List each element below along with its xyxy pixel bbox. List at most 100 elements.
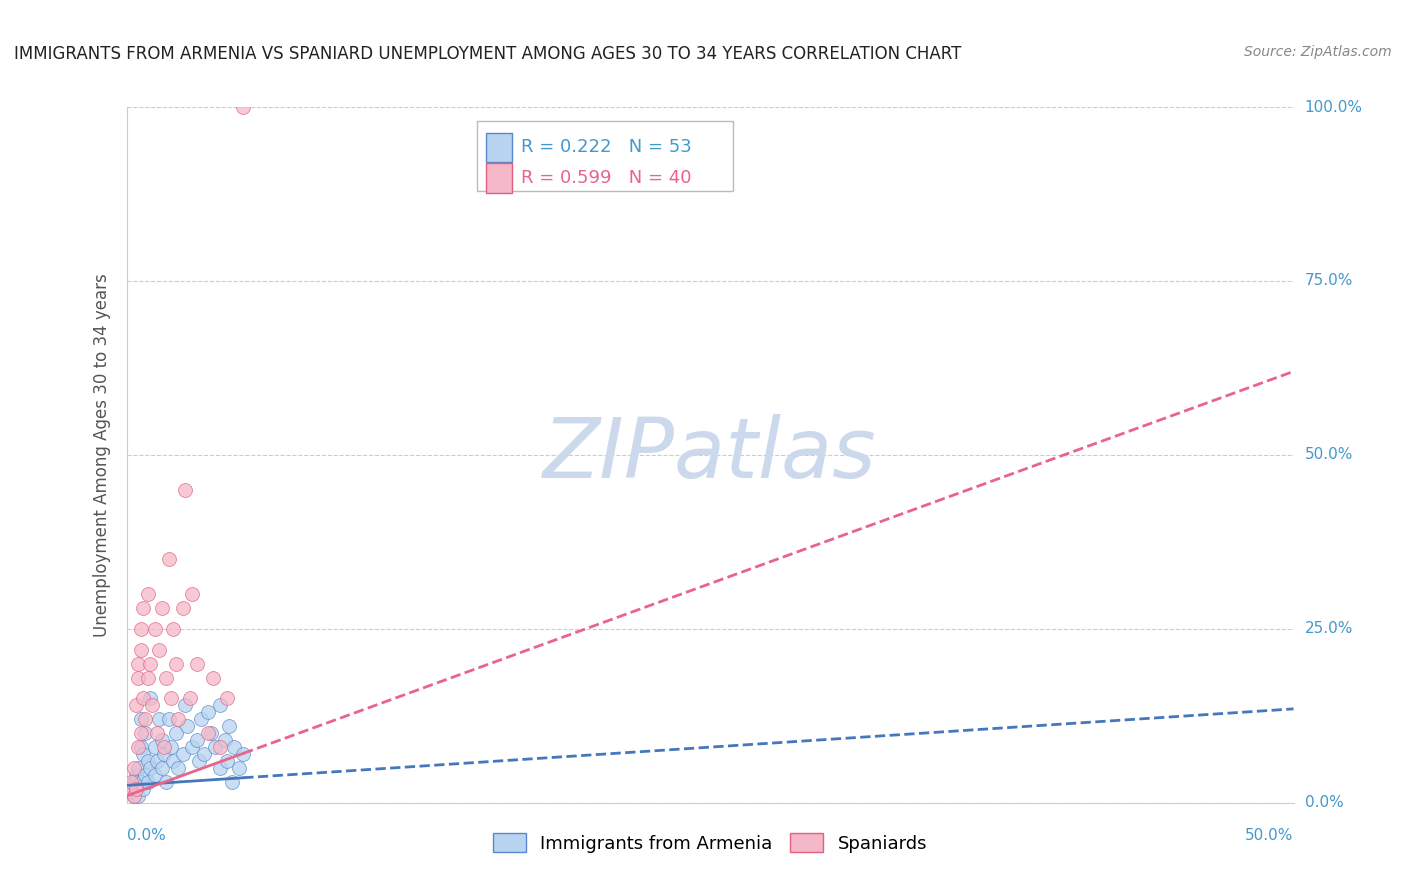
Point [136,671,159,685]
Point [125,698,148,713]
Point [118,781,141,796]
Text: 0.0%: 0.0% [1305,796,1343,810]
Point [190,712,212,726]
Point [197,726,219,740]
Point [232,747,254,761]
Point [134,768,156,782]
Point [165,657,187,671]
Point [153,740,176,755]
Point [129,622,152,636]
Point [150,733,173,747]
Text: 50.0%: 50.0% [1246,828,1294,843]
Legend: Immigrants from Armenia, Spaniards: Immigrants from Armenia, Spaniards [486,826,934,860]
Point [120,775,142,789]
Point [127,740,149,755]
Point [153,747,176,761]
Point [132,747,155,761]
Point [139,657,162,671]
Point [167,712,190,726]
FancyBboxPatch shape [477,121,734,191]
Point [148,712,170,726]
Point [136,587,159,601]
Point [122,789,145,803]
Point [172,747,194,761]
Text: ZIPatlas: ZIPatlas [543,415,877,495]
Point [193,747,215,761]
Point [165,726,187,740]
Point [134,726,156,740]
Text: R = 0.599   N = 40: R = 0.599 N = 40 [522,169,692,187]
Point [221,775,243,789]
Point [118,781,141,796]
Point [129,712,152,726]
Point [215,691,238,706]
Point [200,726,222,740]
Point [174,483,197,497]
Text: 100.0%: 100.0% [1305,100,1362,114]
Text: Source: ZipAtlas.com: Source: ZipAtlas.com [1244,45,1392,59]
Point [160,691,183,706]
Point [122,789,145,803]
Point [155,671,177,685]
Point [201,671,224,685]
Text: R = 0.222   N = 53: R = 0.222 N = 53 [522,138,692,156]
Bar [486,133,512,162]
Point [146,726,169,740]
Point [136,754,159,768]
Point [160,740,183,755]
Point [127,789,149,803]
Point [218,719,240,733]
Point [129,775,152,789]
Point [132,781,155,796]
Point [215,754,238,768]
Point [197,706,219,720]
Point [150,601,173,615]
Point [228,761,250,775]
Text: IMMIGRANTS FROM ARMENIA VS SPANIARD UNEMPLOYMENT AMONG AGES 30 TO 34 YEARS CORRE: IMMIGRANTS FROM ARMENIA VS SPANIARD UNEM… [14,45,962,62]
Point [214,733,236,747]
Text: 0.0%: 0.0% [127,828,166,843]
Point [180,587,202,601]
Point [157,552,180,566]
Point [180,740,202,755]
Point [122,761,145,775]
Bar [486,163,512,193]
Point [162,622,184,636]
Point [155,775,177,789]
Y-axis label: Unemployment Among Ages 30 to 34 years: Unemployment Among Ages 30 to 34 years [93,273,111,637]
Point [148,642,170,657]
Point [125,781,148,796]
Point [127,671,149,685]
Point [162,754,184,768]
Point [172,601,194,615]
Point [186,733,208,747]
Point [174,698,197,713]
Point [222,740,245,755]
Point [157,712,180,726]
Point [143,622,166,636]
Text: 50.0%: 50.0% [1305,448,1353,462]
Point [179,691,201,706]
Point [208,761,231,775]
Point [129,726,152,740]
Point [186,657,208,671]
Point [176,719,198,733]
Point [132,691,155,706]
Text: 75.0%: 75.0% [1305,274,1353,288]
Point [141,698,163,713]
Point [120,778,142,793]
Point [132,601,155,615]
Point [204,740,226,755]
Point [120,785,142,799]
Point [187,754,209,768]
Point [146,754,169,768]
Point [136,775,159,789]
Point [232,100,254,114]
Point [167,761,190,775]
Point [143,740,166,755]
Point [134,712,156,726]
Point [125,781,148,796]
Point [129,642,152,657]
Point [208,740,231,755]
Point [129,740,152,755]
